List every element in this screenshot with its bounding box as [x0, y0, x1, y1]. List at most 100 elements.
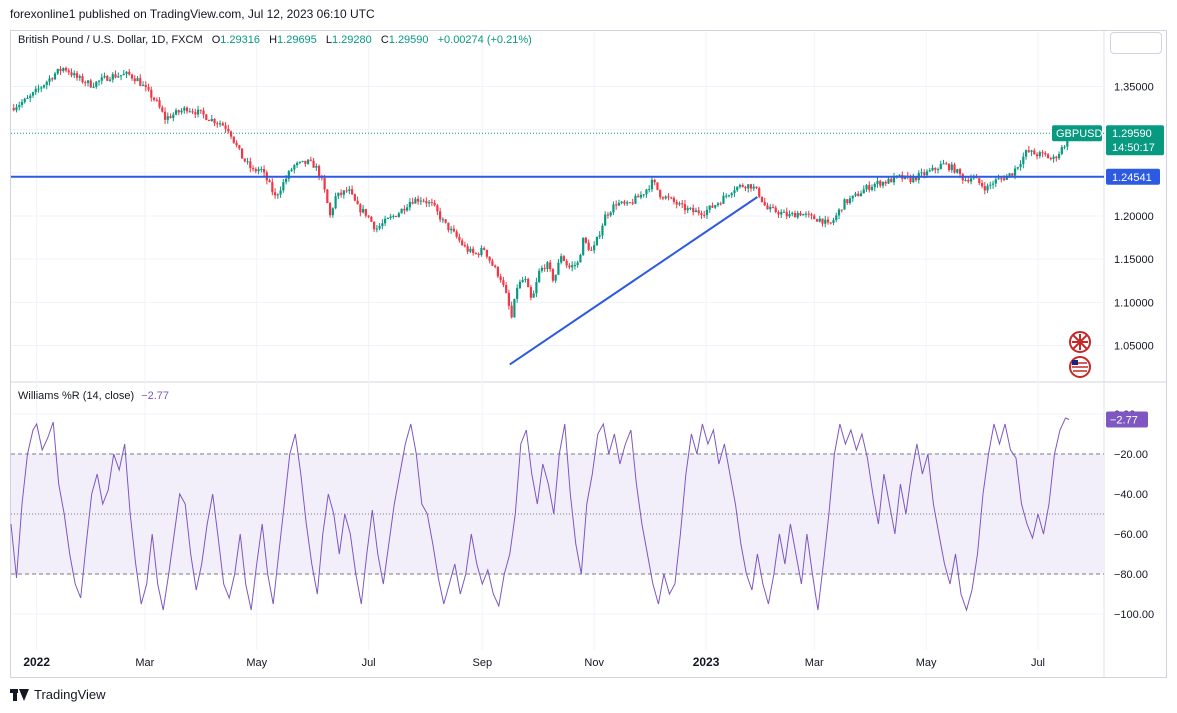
- candle-body: [117, 76, 120, 78]
- last-price-label-bg: [1106, 125, 1164, 156]
- candle-body: [141, 85, 145, 87]
- candle-body: [378, 226, 381, 229]
- candle-body: [997, 178, 1000, 180]
- candle-body: [623, 201, 626, 204]
- williams-legend: Williams %R (14, close) −2.77: [18, 390, 169, 402]
- price-tick-label: 1.15000: [1114, 254, 1154, 266]
- legend-open: 1.29316: [220, 34, 261, 46]
- chart-control-box[interactable]: [1110, 32, 1162, 54]
- candle-body: [810, 214, 813, 216]
- candle-body: [290, 169, 293, 172]
- price-tick-label: 1.20000: [1114, 211, 1154, 223]
- candle-body: [106, 75, 109, 81]
- candle-body: [1052, 156, 1055, 159]
- candle-body: [119, 75, 123, 77]
- candle-body: [496, 266, 499, 277]
- candle-body: [956, 169, 959, 173]
- candle-body: [964, 180, 967, 182]
- candle-body: [1024, 150, 1028, 157]
- candle-body: [1033, 150, 1036, 155]
- candle-body: [466, 246, 469, 252]
- candle-body: [879, 180, 882, 186]
- candle-body: [925, 171, 929, 176]
- candle-body: [268, 180, 271, 183]
- candle-body: [185, 107, 189, 112]
- candle-body: [34, 88, 37, 93]
- candle-body: [661, 197, 665, 199]
- candle-body: [912, 176, 915, 183]
- candle-body: [323, 177, 326, 190]
- candle-body: [565, 260, 568, 266]
- candle-body: [777, 212, 780, 215]
- candle-body: [571, 265, 574, 268]
- support-label: 1.24541: [1112, 172, 1152, 184]
- candle-body: [26, 98, 29, 100]
- candle-body: [573, 265, 577, 267]
- candle-body: [648, 189, 651, 191]
- candle-body: [672, 197, 676, 202]
- candle-body: [758, 188, 761, 197]
- candle-body: [854, 193, 857, 196]
- candle-body: [491, 260, 494, 266]
- candle-body: [177, 110, 180, 113]
- candle-body: [953, 164, 956, 173]
- candle-body: [461, 240, 464, 245]
- legend-low: 1.29280: [331, 34, 372, 46]
- candle-body: [694, 210, 698, 213]
- candle-body: [645, 189, 648, 195]
- candle-body: [458, 236, 461, 241]
- candle-body: [793, 212, 797, 218]
- candle-body: [848, 198, 852, 204]
- candle-body: [249, 161, 252, 169]
- candle-body: [617, 202, 621, 206]
- symbol-label: GBPUSD: [1056, 128, 1103, 140]
- us-flag-canton: [1072, 360, 1078, 365]
- candle-body: [862, 189, 865, 194]
- candle-body: [216, 123, 219, 125]
- price-tick-label: 1.35000: [1114, 82, 1154, 94]
- candle-body: [408, 202, 411, 208]
- candle-body: [876, 180, 879, 184]
- candle-body: [821, 218, 824, 224]
- x-tick-label: Mar: [805, 657, 824, 669]
- williams-name[interactable]: Williams %R (14, close): [18, 390, 135, 402]
- candle-body: [152, 97, 156, 100]
- candle-body: [738, 184, 742, 187]
- candle-body: [67, 70, 70, 73]
- candle-body: [989, 184, 992, 186]
- candle-body: [620, 201, 623, 203]
- candle-body: [202, 110, 205, 115]
- legend-symbol[interactable]: British Pound / U.S. Dollar, 1D, FXCM: [18, 34, 203, 46]
- x-tick-label: Jul: [362, 657, 376, 669]
- candle-body: [221, 123, 224, 126]
- candle-body: [785, 211, 788, 217]
- candle-body: [521, 280, 524, 282]
- candle-body: [719, 203, 722, 205]
- legend-high: 1.29695: [277, 34, 317, 46]
- williams-tick-label: −100.00: [1114, 609, 1154, 621]
- last-price-label: 1.29590: [1112, 128, 1152, 140]
- candle-body: [205, 114, 208, 120]
- candle-body: [705, 209, 709, 216]
- candle-body: [1055, 156, 1058, 159]
- candle-body: [568, 265, 571, 268]
- candle-body: [12, 108, 15, 111]
- candle-body: [128, 71, 131, 75]
- price-tick-label: 1.10000: [1114, 297, 1154, 309]
- candle-body: [716, 203, 720, 206]
- candle-body: [196, 109, 200, 115]
- candle-body: [1030, 150, 1033, 152]
- candle-body: [870, 187, 874, 190]
- candle-body: [824, 219, 827, 224]
- x-tick-label: Jul: [1031, 657, 1045, 669]
- x-tick-label: Nov: [584, 657, 604, 669]
- candle-body: [760, 196, 764, 202]
- candle-body: [125, 71, 128, 74]
- candle-body: [64, 68, 68, 71]
- footer-brand[interactable]: TradingView: [10, 687, 106, 702]
- candle-body: [1005, 175, 1008, 180]
- candle-body: [543, 267, 546, 269]
- candle-body: [309, 159, 312, 161]
- candle-body: [273, 192, 277, 196]
